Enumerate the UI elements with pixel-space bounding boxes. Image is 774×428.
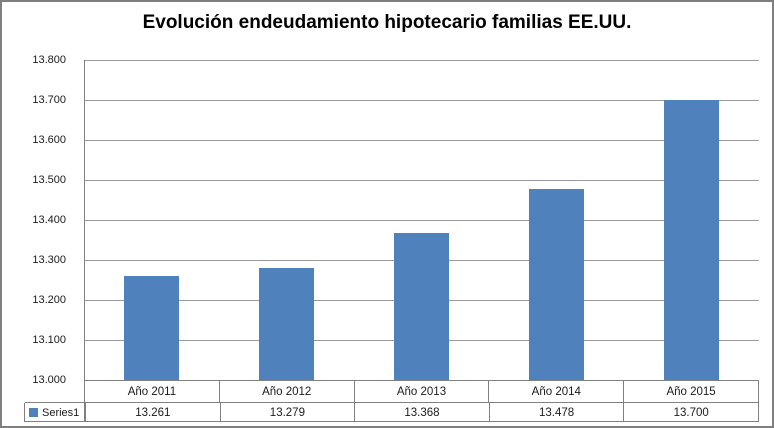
plot-area: [84, 60, 759, 381]
value-cell: 13.279: [219, 402, 355, 422]
y-tick-label: 13.400: [32, 214, 66, 226]
bar-año-2014: [529, 189, 584, 380]
gridline: [84, 220, 759, 221]
y-tick-label: 13.600: [32, 134, 66, 146]
category-cell: Año 2014: [488, 381, 623, 402]
series-name-label: Series1: [42, 406, 80, 419]
category-cell: Año 2012: [218, 381, 354, 402]
gridline: [84, 180, 759, 181]
y-tick-label: 13.700: [32, 94, 66, 106]
value-cell: 13.261: [85, 402, 220, 422]
y-tick-label: 13.300: [32, 254, 66, 266]
y-tick-label: 13.200: [32, 294, 66, 306]
y-tick-label: 13.500: [32, 174, 66, 186]
value-cell: 13.700: [623, 402, 758, 422]
value-cell: 13.478: [488, 402, 624, 422]
y-tick-label: 13.000: [32, 374, 66, 386]
category-cell: Año 2013: [353, 381, 489, 402]
gridline: [84, 60, 759, 61]
value-cell: 13.368: [354, 402, 489, 422]
gridline: [84, 140, 759, 141]
bar-año-2011: [124, 276, 179, 380]
category-cell: Año 2011: [127, 385, 177, 398]
y-tick-label: 13.800: [32, 54, 66, 66]
bar-año-2013: [394, 233, 449, 380]
y-tick-label: 13.100: [32, 334, 66, 346]
y-axis-line: [84, 60, 85, 380]
gridline: [84, 100, 759, 101]
data-table-value-row: Series1 13.261 13.279 13.368 13.478 13.700: [24, 402, 759, 422]
bar-año-2012: [259, 268, 314, 380]
category-cell: Año 2015: [623, 381, 758, 402]
legend-cell: Series1: [25, 402, 85, 422]
series-color-swatch-icon: [29, 408, 38, 417]
chart-title: Evolución endeudamiento hipotecario fami…: [142, 12, 632, 33]
data-table-category-row: Año 2011 Año 2012 Año 2013 Año 2014 Año 2015: [84, 380, 759, 403]
bar-año-2015: [664, 100, 719, 380]
